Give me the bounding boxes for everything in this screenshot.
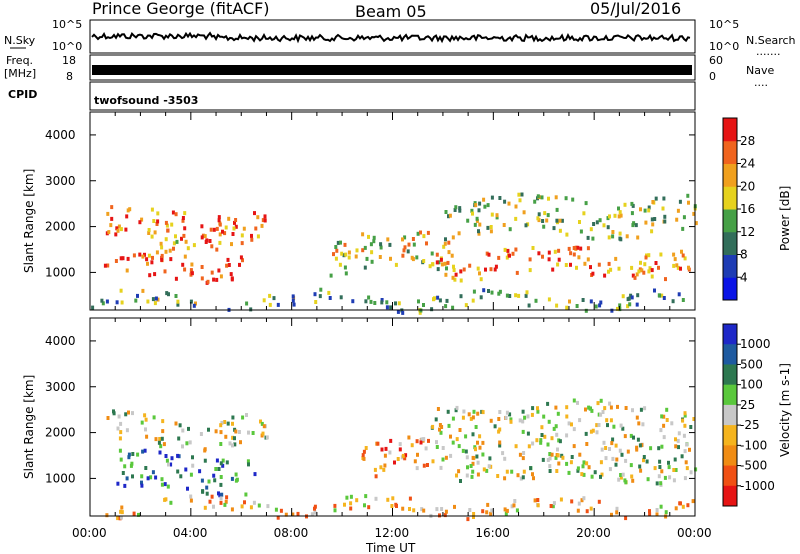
velocity-colorbar-tick: 100 xyxy=(740,378,763,392)
velocity-colorbar-tick: 25 xyxy=(740,398,755,412)
nsearch-tick-lo: 10^0 xyxy=(709,40,739,53)
velocity-colorbar-segment xyxy=(723,384,737,406)
time-tick-label: 12:00 xyxy=(375,526,410,540)
velocity-colorbar-label: Velocity [m s-1] xyxy=(778,363,792,457)
time-tick-label: 00:00 xyxy=(677,526,712,540)
power-colorbar-tick: 8 xyxy=(740,248,748,262)
power-colorbar-segment xyxy=(723,118,737,142)
velocity-panel: 1000 2000 3000 4000 Slant Range [km] 1000 500 1… xyxy=(22,317,792,522)
power-colorbar-segment xyxy=(723,254,737,278)
velocity-y-axis-label: Slant Range [km] xyxy=(22,375,36,479)
power-colorbar-label: Power [dB] xyxy=(778,186,792,251)
time-tick-label: 04:00 xyxy=(173,526,208,540)
power-colorbar-tick: 4 xyxy=(740,270,748,284)
velocity-y-tick-label: 4000 xyxy=(45,334,76,348)
power-colorbar-segment xyxy=(723,163,737,187)
power-y-tick-label: 3000 xyxy=(45,174,76,188)
beam-label: Beam 05 xyxy=(355,2,427,21)
velocity-colorbar-tick: -100 xyxy=(740,438,767,452)
nsearch-tick-hi: 10^5 xyxy=(709,18,739,31)
cpid-label: CPID xyxy=(8,88,37,101)
power-colorbar-segment xyxy=(723,231,737,255)
time-tick-label: 16:00 xyxy=(475,526,510,540)
freq-unit-label: [MHz] xyxy=(4,67,36,80)
freq-panel-frame xyxy=(89,54,696,81)
cpid-program: twofsound -3503 xyxy=(94,94,198,107)
velocity-colorbar-tick: -25 xyxy=(740,418,760,432)
site-title: Prince George (fitACF) xyxy=(92,0,270,18)
velocity-y-tick-label: 2000 xyxy=(45,426,76,440)
nsky-panel-frame xyxy=(89,19,696,54)
velocity-colorbar-tick: 500 xyxy=(740,357,763,371)
power-colorbar-tick: 16 xyxy=(740,202,755,216)
freq-tick-hi: 18 xyxy=(62,54,76,67)
freq-tick-lo: 8 xyxy=(66,70,73,83)
velocity-y-tick-label: 3000 xyxy=(45,380,76,394)
power-colorbar-segment xyxy=(723,186,737,210)
power-y-axis-label: Slant Range [km] xyxy=(22,169,36,273)
power-colorbar-segment xyxy=(723,140,737,164)
velocity-colorbar-tick: -500 xyxy=(740,459,767,473)
power-data-cells xyxy=(91,192,698,315)
velocity-data-cells xyxy=(105,398,698,522)
nave-dots: .... xyxy=(754,76,768,89)
time-tick-label: 00:00 xyxy=(72,526,107,540)
time-tick-label: 08:00 xyxy=(274,526,309,540)
nave-tick-lo: 0 xyxy=(709,70,716,83)
time-axis: 00:00 04:00 08:00 12:00 16:00 20:00 00:00 xyxy=(72,526,712,540)
velocity-colorbar-tick: -1000 xyxy=(740,479,775,493)
freq-trace xyxy=(92,65,692,75)
power-colorbar-tick: 28 xyxy=(740,134,755,148)
power-colorbar-tick: 24 xyxy=(740,157,755,171)
velocity-colorbar-segment xyxy=(723,465,737,487)
velocity-colorbar-segment xyxy=(723,445,737,467)
power-y-tick-label: 4000 xyxy=(45,128,76,142)
power-panel: 1000 2000 3000 4000 Slant Range [km] 4 8 12 16 20… xyxy=(22,111,792,315)
power-colorbar-segment xyxy=(723,277,737,301)
nsearch-dots: ....... xyxy=(756,45,780,58)
power-colorbar-tick: 20 xyxy=(740,179,755,193)
power-colorbar-tick: 12 xyxy=(740,225,755,239)
nsky-label: N.Sky xyxy=(4,34,36,47)
nsky-trace xyxy=(91,31,691,44)
velocity-colorbar-segment xyxy=(723,404,737,426)
power-y-tick-label: 1000 xyxy=(45,265,76,279)
velocity-y-tick-label: 1000 xyxy=(45,471,76,485)
power-y-tick-label: 2000 xyxy=(45,220,76,234)
velocity-colorbar-segment xyxy=(723,324,737,345)
velocity-colorbar-segment xyxy=(723,364,737,386)
power-colorbar-segment xyxy=(723,209,737,233)
time-tick-label: 20:00 xyxy=(576,526,611,540)
power-panel-frame xyxy=(89,111,696,311)
velocity-colorbar-segment xyxy=(723,485,737,507)
nsky-tick-hi: 10^5 xyxy=(52,18,82,31)
nsearch-label: N.Search xyxy=(746,34,796,47)
nave-tick-hi: 60 xyxy=(709,54,723,67)
cpid-panel-frame xyxy=(89,81,696,111)
freq-label: Freq. xyxy=(6,54,33,67)
velocity-panel-frame xyxy=(89,317,696,517)
nsky-tick-lo: 10^0 xyxy=(52,40,82,53)
date-label: 05/Jul/2016 xyxy=(590,0,681,18)
velocity-colorbar-segment xyxy=(723,425,737,446)
time-axis-label: Time UT xyxy=(365,541,416,554)
velocity-colorbar-segment xyxy=(723,344,737,365)
nave-label: Nave xyxy=(746,64,774,77)
velocity-colorbar-tick: 1000 xyxy=(740,337,771,351)
